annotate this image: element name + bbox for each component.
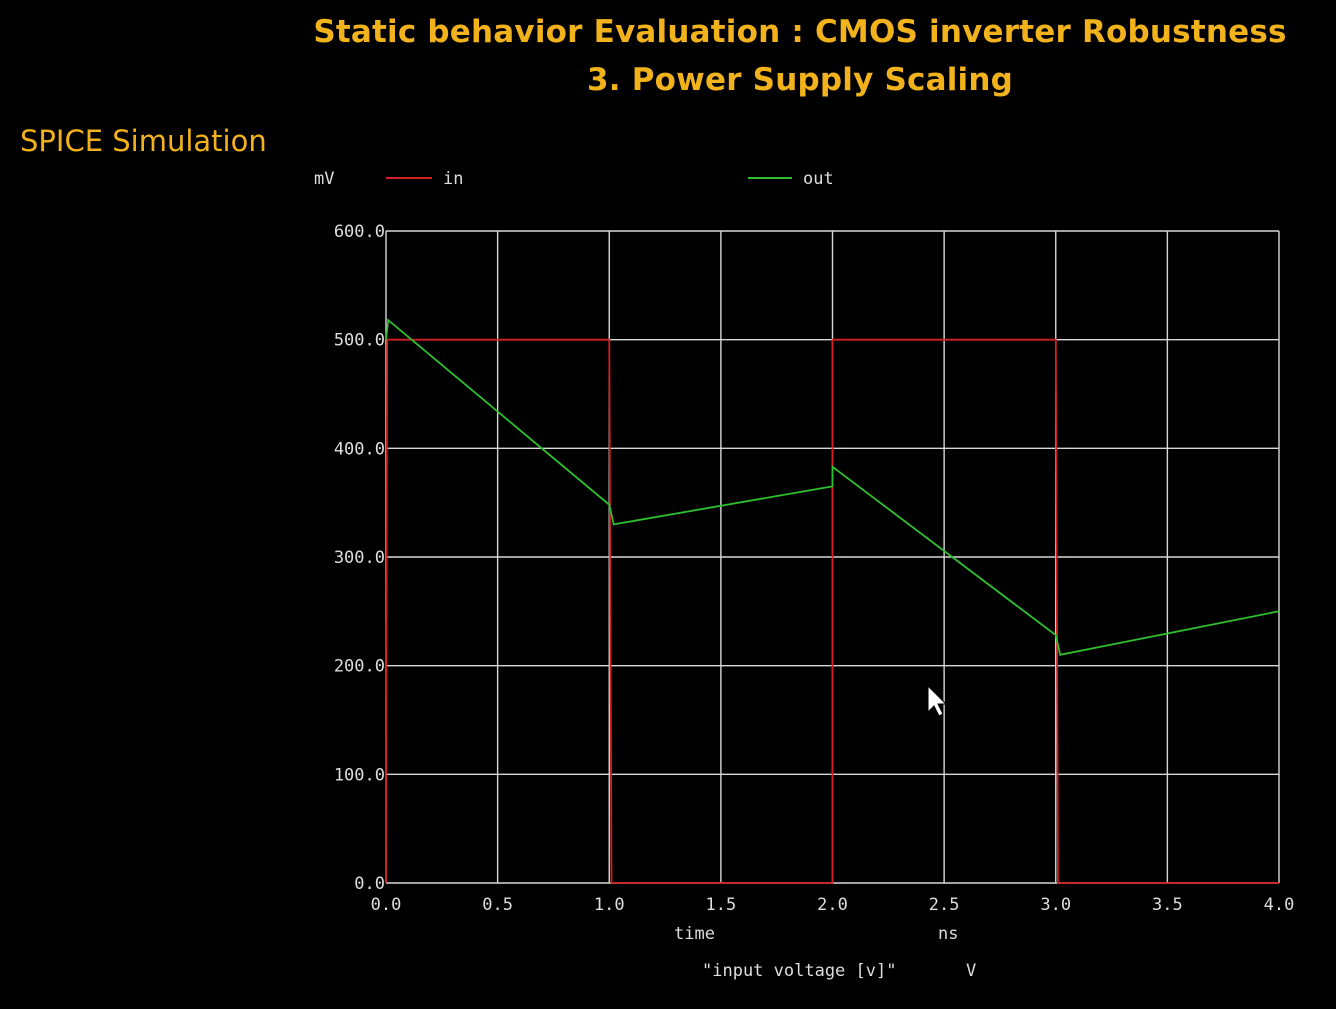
slide-subtitle: 3. Power Supply Scaling xyxy=(586,62,1014,98)
series-line-in xyxy=(385,338,1279,884)
x-tick-label: 2.0 xyxy=(817,895,848,915)
x-tick-label: 0.5 xyxy=(482,895,513,915)
y-tick-label: 100.0 xyxy=(334,765,385,785)
y-tick-label: 600.0 xyxy=(334,222,385,242)
x-tick-label: 3.0 xyxy=(1040,895,1071,915)
x-axis-label: time xyxy=(674,924,715,944)
x-tick-label: 1.5 xyxy=(706,895,737,915)
section-label: SPICE Simulation xyxy=(20,124,267,158)
y-tick-label: 300.0 xyxy=(334,548,385,568)
x-tick-label: 4.0 xyxy=(1264,895,1295,915)
x-tick-label: 1.0 xyxy=(594,895,625,915)
y-tick-label: 400.0 xyxy=(334,439,385,459)
footer-label: "input voltage [v]" xyxy=(702,961,896,981)
slide-title: Static behavior Evaluation : CMOS invert… xyxy=(313,14,1287,50)
axes-layer: 0.0 0.5 1.0 1.5 2.0 2.5 3.0 3.5 4.0 0.0 100.0 200.0… xyxy=(334,222,1295,915)
x-tick-label: 2.5 xyxy=(929,895,960,915)
x-tick-label: 0.0 xyxy=(371,895,402,915)
x-tick-label: 3.5 xyxy=(1152,895,1183,915)
x-unit-label: ns xyxy=(938,924,958,944)
legend-label-in: in xyxy=(443,169,463,189)
y-unit-label: mV xyxy=(314,169,334,189)
cursor-icon xyxy=(927,684,948,717)
footer-unit-label: V xyxy=(966,961,976,981)
series-line-out xyxy=(385,318,1280,656)
legend-label-out: out xyxy=(803,169,834,189)
y-tick-label: 0.0 xyxy=(354,874,385,894)
y-tick-label: 500.0 xyxy=(334,331,385,351)
series-layer xyxy=(385,318,1280,884)
y-tick-label: 200.0 xyxy=(334,657,385,677)
